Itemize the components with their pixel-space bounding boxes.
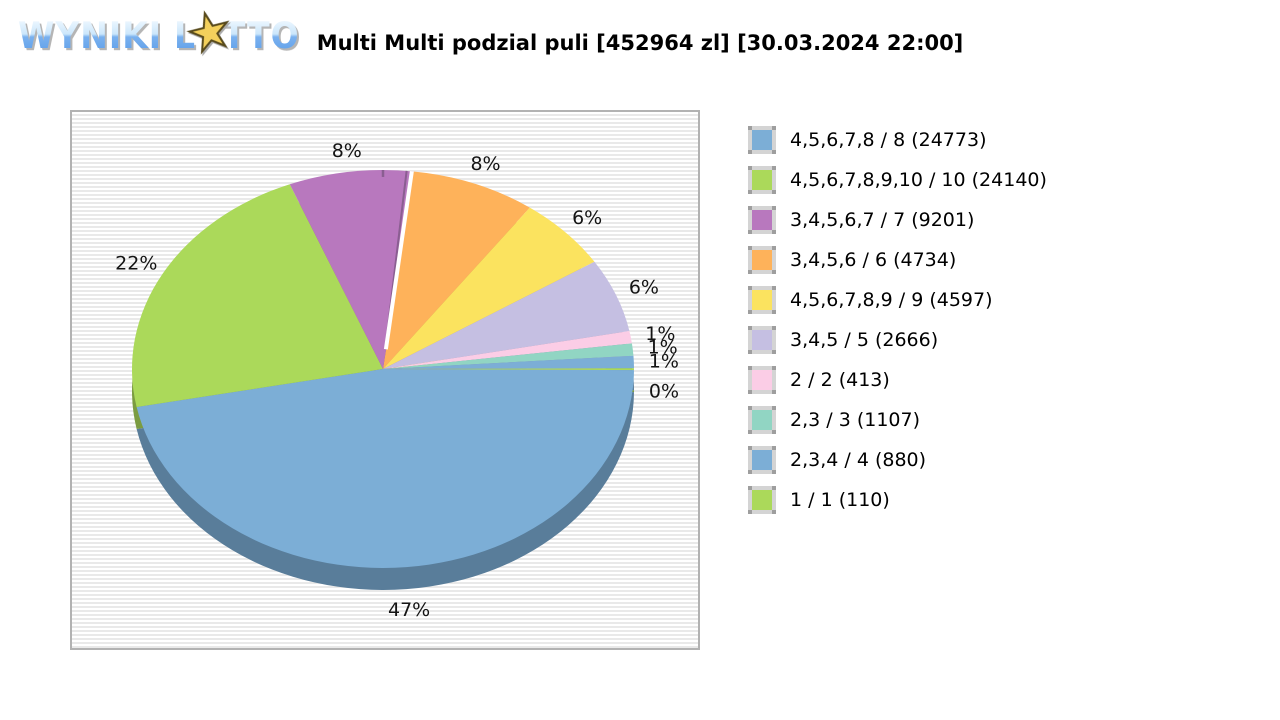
logo-text-lotto-tto: TTO xyxy=(222,13,300,57)
pie-percent-label: 6% xyxy=(629,276,659,298)
legend-swatch xyxy=(748,166,776,194)
legend-swatch-color xyxy=(752,370,772,390)
legend-item: 2,3 / 3 (1107) xyxy=(748,400,1047,440)
pie-percent-label: 47% xyxy=(388,599,430,621)
legend-item: 2 / 2 (413) xyxy=(748,360,1047,400)
pie-slice xyxy=(136,369,634,568)
pie-percent-label: 0% xyxy=(649,380,679,402)
pie-percent-label: 1% xyxy=(648,337,678,359)
legend-item: 4,5,6,7,8 / 8 (24773) xyxy=(748,120,1047,160)
legend-swatch-color xyxy=(752,130,772,150)
legend-item: 3,4,5,6,7 / 7 (9201) xyxy=(748,200,1047,240)
legend-item: 2,3,4 / 4 (880) xyxy=(748,440,1047,480)
legend-swatch xyxy=(748,206,776,234)
legend-swatch-color xyxy=(752,210,772,230)
legend-swatch-color xyxy=(752,290,772,310)
legend-label: 2 / 2 (413) xyxy=(790,369,890,391)
page-title: Multi Multi podzial puli [452964 zl] [30… xyxy=(316,31,964,55)
logo-text-wyniki: WYNIKI xyxy=(18,13,163,57)
legend-label: 4,5,6,7,8 / 8 (24773) xyxy=(790,129,987,151)
wyniki-lotto-logo: WYNIKI L ★ TTO xyxy=(18,0,300,67)
pie-percent-label: 22% xyxy=(115,253,157,275)
pie-slice xyxy=(383,331,632,369)
legend-label: 2,3,4 / 4 (880) xyxy=(790,449,927,471)
pie-slice xyxy=(383,171,530,369)
legend-swatch-color xyxy=(752,170,772,190)
pie-chart-panel: 8% 6% 6% 1% 1% 1% 0% 47% 22% 8% xyxy=(70,110,700,650)
legend-label: 1 / 1 (110) xyxy=(790,489,890,511)
legend-label: 4,5,6,7,8,9,10 / 10 (24140) xyxy=(790,169,1047,191)
legend-label: 3,4,5,6,7 / 7 (9201) xyxy=(790,209,975,231)
pie-percent-label: 6% xyxy=(572,207,602,229)
chart-legend: 4,5,6,7,8 / 8 (24773) 4,5,6,7,8,9,10 / 10… xyxy=(748,120,1047,520)
legend-item: 3,4,5 / 5 (2666) xyxy=(748,320,1047,360)
pie-slice xyxy=(383,261,630,369)
pie-slice xyxy=(289,170,414,369)
legend-swatch xyxy=(748,286,776,314)
legend-label: 3,4,5 / 5 (2666) xyxy=(790,329,939,351)
pie-slice-gap-line xyxy=(383,171,414,350)
legend-label: 2,3 / 3 (1107) xyxy=(790,409,921,431)
legend-swatch xyxy=(748,126,776,154)
legend-swatch-color xyxy=(752,250,772,270)
legend-swatch xyxy=(748,326,776,354)
pie-percent-label: 8% xyxy=(470,153,500,175)
legend-swatch-color xyxy=(752,330,772,350)
pie-percent-label: 1% xyxy=(645,323,675,345)
logo-text-lotto-l: L xyxy=(174,13,197,57)
legend-item: 1 / 1 (110) xyxy=(748,480,1047,520)
legend-swatch xyxy=(748,446,776,474)
legend-swatch-color xyxy=(752,490,772,510)
pie-slice xyxy=(383,207,595,369)
legend-swatch xyxy=(748,406,776,434)
legend-swatch xyxy=(748,486,776,514)
pie-slice xyxy=(383,343,634,369)
pie-slice xyxy=(132,184,383,407)
legend-swatch-color xyxy=(752,410,772,430)
legend-swatch-color xyxy=(752,450,772,470)
legend-item: 4,5,6,7,8,9,10 / 10 (24140) xyxy=(748,160,1047,200)
pie-percent-label: 8% xyxy=(332,140,362,162)
legend-item: 3,4,5,6 / 6 (4734) xyxy=(748,240,1047,280)
pie-slice xyxy=(383,368,635,371)
legend-swatch xyxy=(748,246,776,274)
legend-label: 4,5,6,7,8,9 / 9 (4597) xyxy=(790,289,993,311)
pie-percent-label: 1% xyxy=(649,350,679,372)
pie-slice xyxy=(383,355,634,369)
legend-swatch xyxy=(748,366,776,394)
legend-item: 4,5,6,7,8,9 / 9 (4597) xyxy=(748,280,1047,320)
pie-chart-svg: 8%6%6%1%1%1%0%47%22%8% xyxy=(115,140,679,621)
legend-label: 3,4,5,6 / 6 (4734) xyxy=(790,249,957,271)
